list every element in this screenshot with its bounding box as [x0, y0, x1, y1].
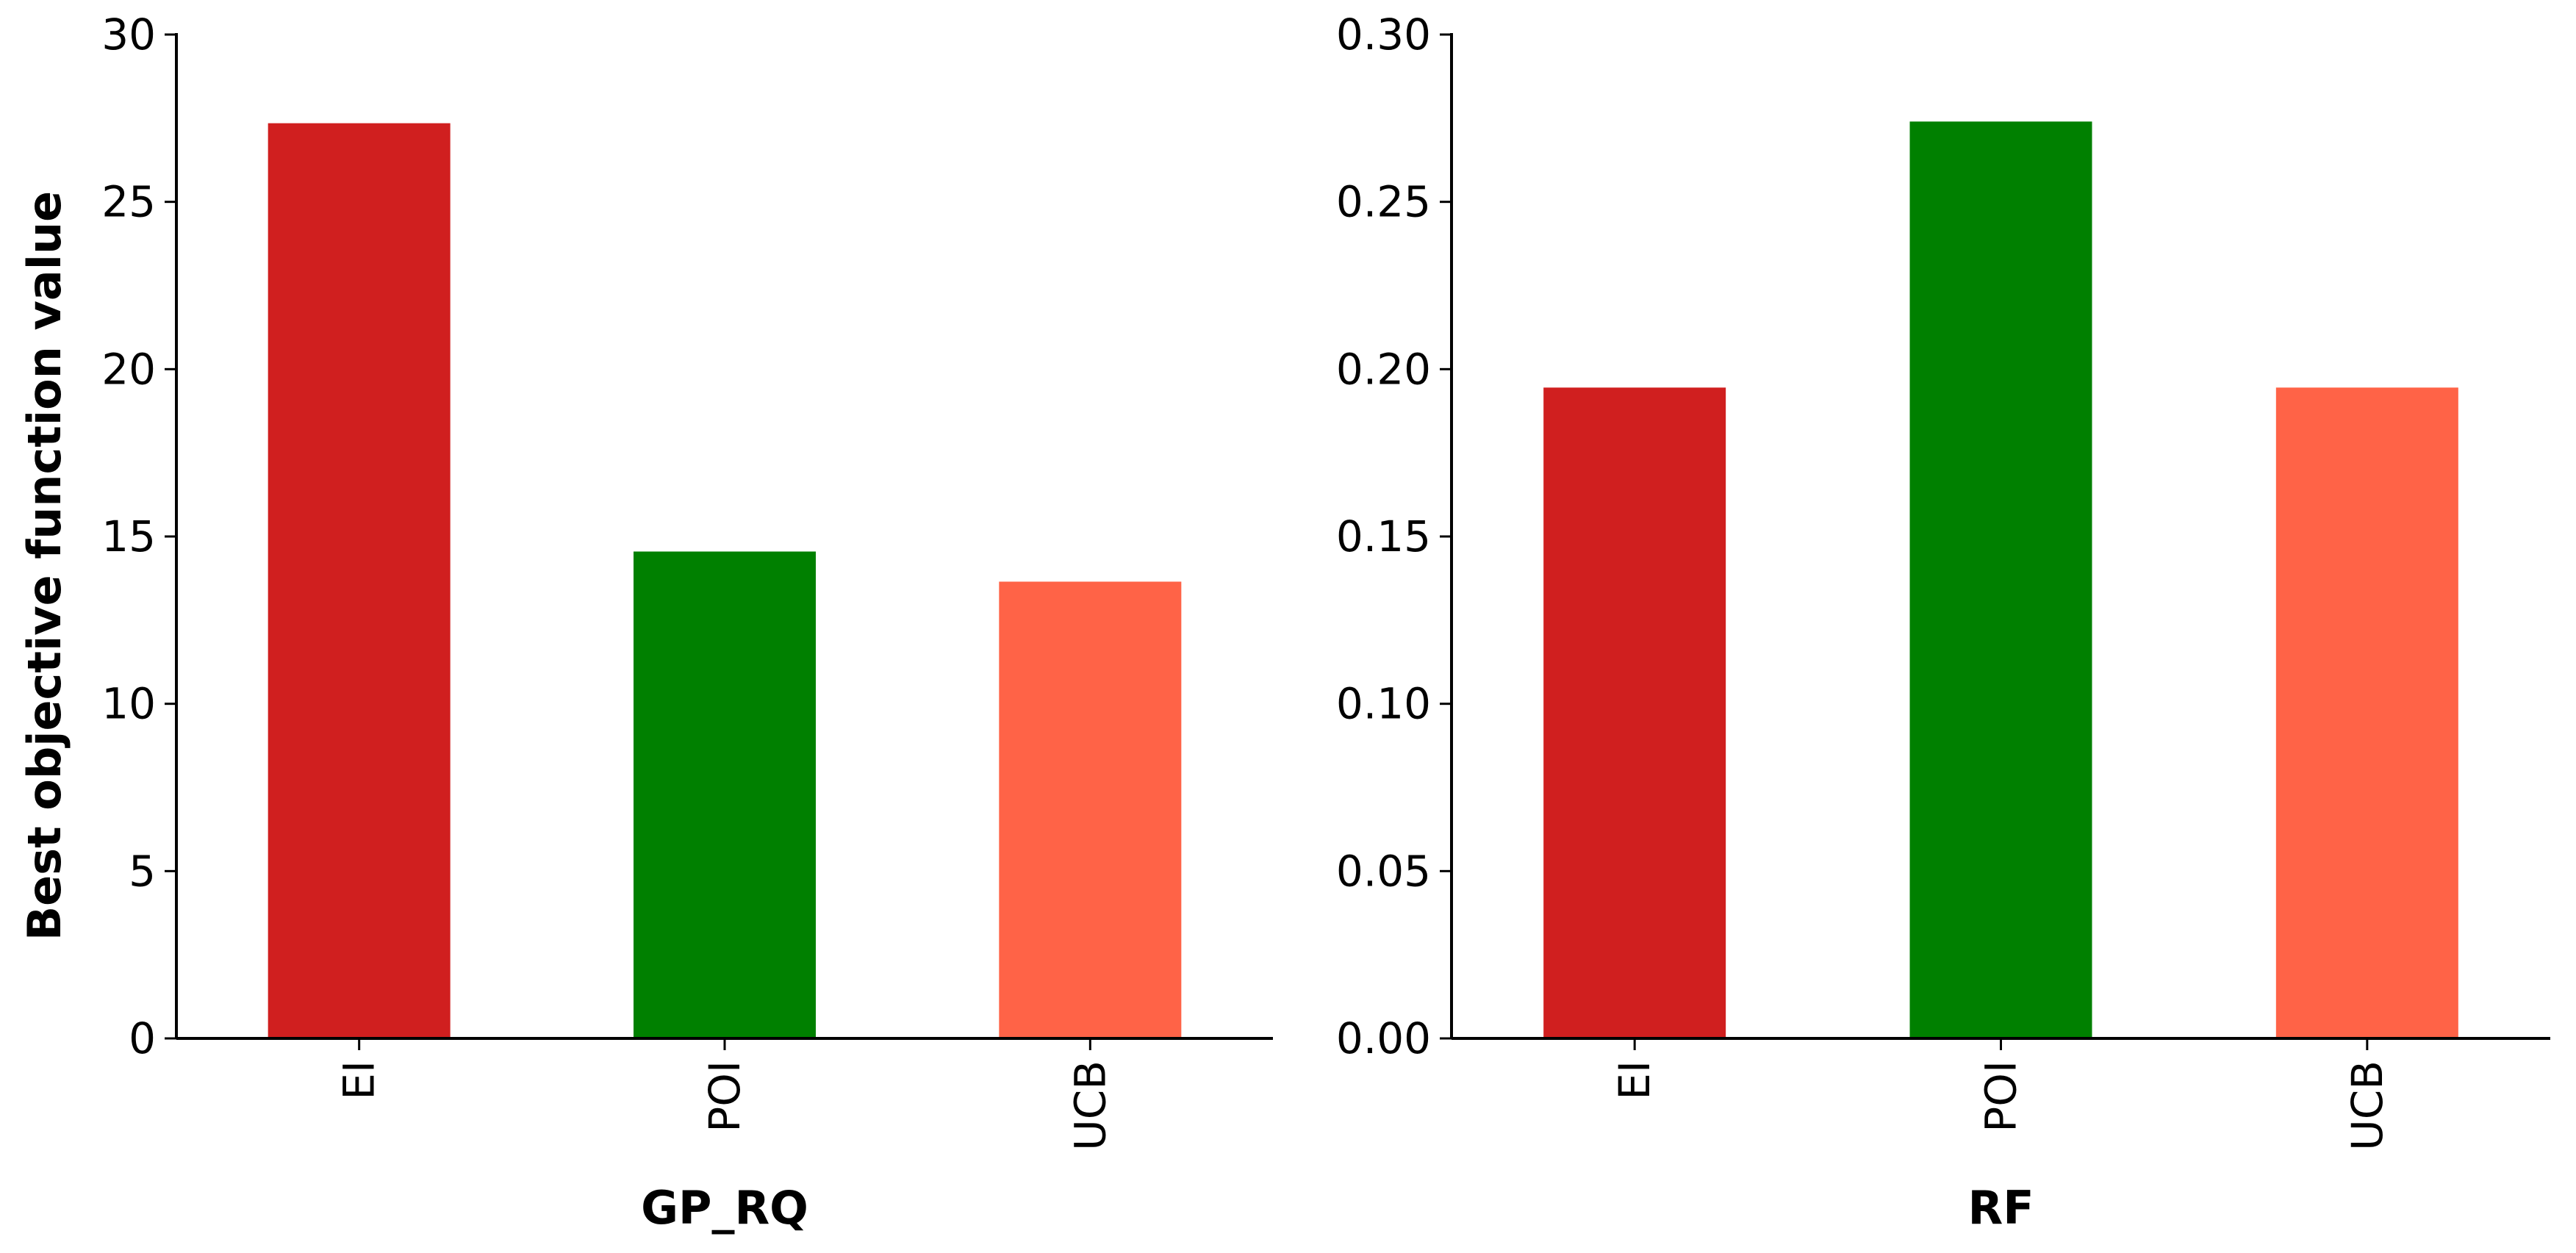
chart-panel-gp-rq: 0 5 10 15 20 25 30 EI POI UCB GP_RQ Best objective … — [18, 10, 1273, 1235]
y-tick-label: 0.05 — [1336, 846, 1431, 896]
y-tick-label: 10 — [101, 679, 156, 729]
y-tick-label: 15 — [101, 511, 156, 561]
x-tick-label-ucb: UCB — [1065, 1060, 1115, 1151]
x-tick-label-ei: EI — [1610, 1060, 1660, 1100]
chart-panel-rf: 0.00 0.05 0.10 0.15 0.20 0.25 0.30 EI POI UCB RF — [1336, 10, 2550, 1235]
y-tick-label: 0.20 — [1336, 344, 1431, 394]
y-tick-label: 0.25 — [1336, 177, 1431, 227]
y-tick-label: 30 — [101, 10, 156, 60]
bar-ei — [1543, 387, 1726, 1038]
y-tick-label: 0.30 — [1336, 10, 1431, 60]
x-tick-label-ei: EI — [334, 1060, 384, 1100]
x-tick-label-ucb: UCB — [2342, 1060, 2392, 1151]
y-axis-title: Best objective function value — [18, 191, 71, 941]
y-tick-label: 5 — [129, 846, 156, 896]
y-tick-label: 0 — [129, 1013, 156, 1063]
y-tick-label: 0.15 — [1336, 511, 1431, 561]
bar-ucb — [999, 581, 1182, 1038]
y-tick-label: 25 — [101, 177, 156, 227]
x-axis-title: RF — [1967, 1181, 2034, 1235]
bar-ei — [268, 123, 451, 1038]
y-tick-label: 20 — [101, 344, 156, 394]
x-tick-label-poi: POI — [700, 1060, 750, 1132]
bar-ucb — [2275, 387, 2458, 1038]
x-tick-label-poi: POI — [1976, 1060, 2026, 1132]
x-axis-title: GP_RQ — [641, 1181, 808, 1235]
y-tick-label: 0.10 — [1336, 679, 1431, 729]
bar-poi — [1909, 121, 2092, 1038]
y-tick-label: 0.00 — [1336, 1013, 1431, 1063]
bar-poi — [634, 551, 816, 1038]
